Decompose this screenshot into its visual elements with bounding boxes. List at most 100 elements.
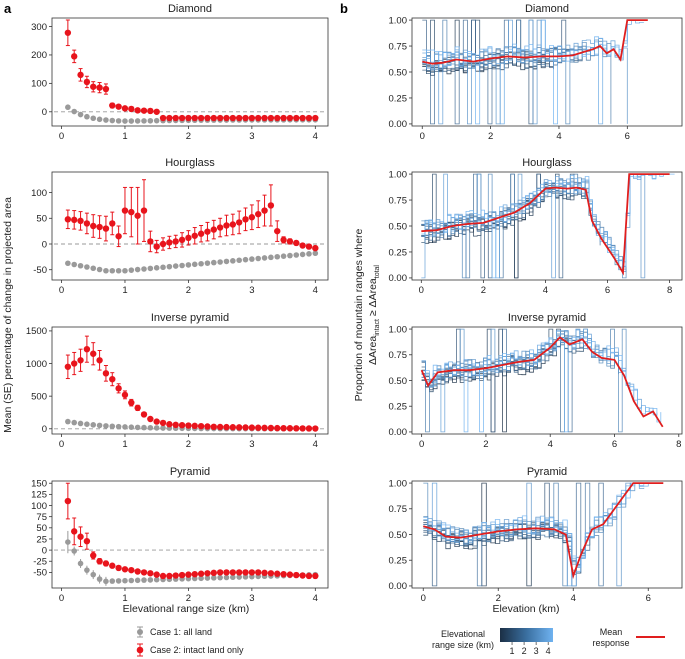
x-tick-label: 4 <box>313 439 318 450</box>
y-tick-label: 25 <box>36 534 47 545</box>
case2-point <box>248 424 256 431</box>
case1-point <box>134 424 141 431</box>
y-tick-label: 50 <box>36 523 47 534</box>
ensemble-lines <box>421 173 675 279</box>
case2-point <box>274 227 281 235</box>
case2-point <box>166 572 173 580</box>
y-tick-label: 0.00 <box>389 119 408 130</box>
y-tick-label: 0.25 <box>389 93 408 104</box>
case2-point <box>274 570 281 577</box>
case1-point <box>128 267 135 273</box>
legend-case2-label: Case 2: intact land only <box>150 645 244 655</box>
case2-point <box>293 239 300 247</box>
mean-response-line <box>421 173 670 276</box>
case1-point <box>191 575 198 582</box>
case2-point <box>255 424 262 431</box>
case1-point <box>77 111 84 118</box>
case2-point <box>109 220 116 227</box>
x-tick-label: 2 <box>496 593 501 604</box>
case2-point <box>305 114 313 122</box>
range-size-line <box>421 338 557 433</box>
left-y-axis-label: Mean (SE) percentage of change in projec… <box>2 197 14 433</box>
case2-point <box>64 497 72 505</box>
case2-point <box>77 71 84 79</box>
case2-point <box>115 103 122 110</box>
case2-point <box>229 569 237 576</box>
case2-point <box>77 357 84 364</box>
case2-point <box>223 569 230 576</box>
case2-point <box>248 569 256 576</box>
ylabel-sub-intact: intact <box>374 319 381 336</box>
case1-point <box>128 424 135 430</box>
mean-legend-label-2: response <box>592 638 629 648</box>
case2-point <box>280 570 287 578</box>
range-size-line <box>422 19 612 124</box>
case1-point <box>185 262 192 268</box>
x-tick-label: 3 <box>249 593 254 604</box>
colorbar-title-2: range size (km) <box>432 640 494 650</box>
x-tick-label: 6 <box>646 593 651 604</box>
case1-point <box>71 548 78 554</box>
x-tick-label: 2 <box>186 285 191 296</box>
x-tick-label: 4 <box>543 285 548 296</box>
case2-point <box>216 423 224 431</box>
case2-point <box>191 422 198 430</box>
case2-point <box>90 552 97 559</box>
range-size-line <box>421 328 619 433</box>
x-tick-label: 0 <box>421 593 426 604</box>
left-chart-hourglass: Hourglass 0 1 2 3 4 -50 0 50 100 <box>31 157 329 296</box>
case1-point <box>147 424 154 431</box>
case1-point <box>230 258 236 264</box>
case1-point <box>103 578 109 585</box>
case2-point <box>216 569 224 576</box>
case1-point <box>166 263 173 270</box>
case2-point <box>286 238 294 245</box>
case2-point <box>299 572 306 579</box>
case2-point <box>83 78 91 86</box>
case2-point <box>159 240 167 248</box>
case1-point <box>147 265 154 272</box>
case2-point <box>267 114 275 122</box>
ensemble-lines <box>422 19 645 125</box>
case2-point <box>115 385 122 392</box>
panel-title: Inverse pyramid <box>151 312 229 324</box>
case2-point <box>71 528 78 535</box>
panel-title: Inverse pyramid <box>508 312 586 324</box>
case2-point <box>83 345 91 353</box>
x-tick-label: 1 <box>122 593 127 604</box>
case2-point <box>229 114 237 122</box>
case2-point <box>235 569 243 576</box>
case2-point <box>140 411 148 418</box>
case2-point <box>147 415 154 423</box>
case1-point <box>96 116 103 123</box>
case1-point <box>90 265 97 272</box>
right-y-axis-label: Proportion of mountain ranges where ΔAre… <box>353 228 381 401</box>
left-chart-inverse-pyramid: Inverse pyramid 0 1 2 3 4 0 500 1000 1500 <box>26 312 329 450</box>
ylabel-mid: ≥ ΔArea <box>367 278 379 319</box>
case2-point <box>204 114 211 122</box>
case1-point <box>71 261 78 268</box>
y-tick-label: 100 <box>31 501 47 512</box>
case2-point <box>223 114 230 122</box>
plot-frame <box>51 171 329 281</box>
case1-point <box>77 420 84 427</box>
x-tick-label: 3 <box>249 131 254 142</box>
y-tick-label: 0.50 <box>389 221 408 232</box>
ylabel-sub-total: total <box>374 265 381 279</box>
x-tick-label: 0 <box>419 439 424 450</box>
case2-point <box>191 232 198 239</box>
y-tick-label: 0.25 <box>389 247 408 258</box>
case1-point <box>274 253 281 260</box>
y-tick-label: 100 <box>31 188 47 199</box>
y-tick-label: 0 <box>42 107 47 118</box>
case2-point <box>286 425 294 432</box>
case1-point <box>312 250 319 257</box>
x-tick-label: 0 <box>419 285 424 296</box>
case2-point <box>172 572 179 579</box>
case1-point <box>268 254 274 261</box>
case1-point <box>109 423 116 430</box>
case2-point <box>83 220 91 227</box>
left-chart-diamond: Diamond 0 1 2 3 4 0 100 200 300 <box>31 3 329 142</box>
case1-point <box>90 115 97 122</box>
case2-point <box>153 243 160 250</box>
